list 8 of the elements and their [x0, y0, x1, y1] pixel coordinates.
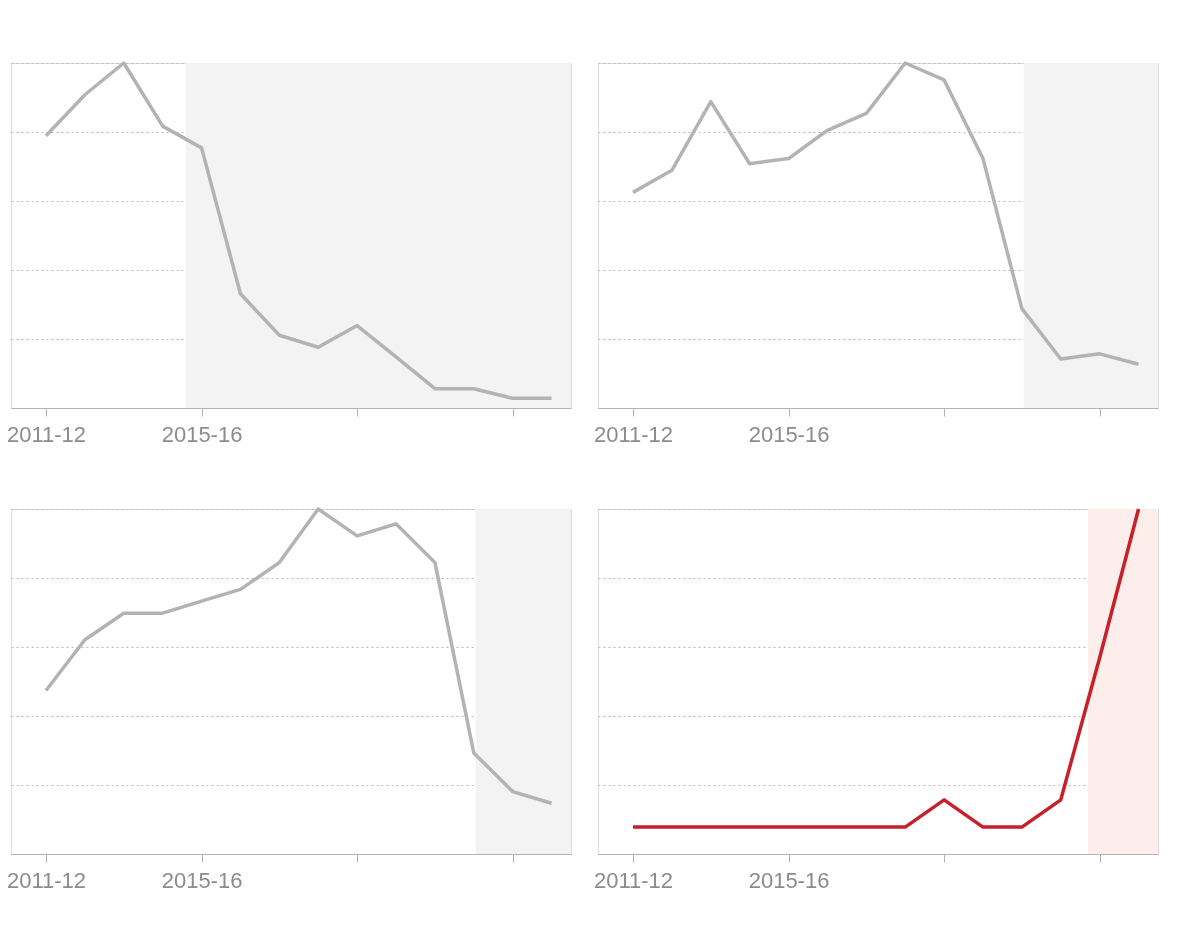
x-tick-label: 2011-12	[6, 867, 87, 893]
x-tick-label: 2011-12	[593, 867, 674, 893]
x-tick-label: 2015-16	[748, 867, 830, 893]
x-tick-label: 2011-12	[6, 421, 87, 447]
x-tick-label: 2015-16	[161, 867, 243, 893]
x-tick-label: 2015-16	[748, 421, 830, 447]
x-tick-label: 2015-16	[161, 421, 243, 447]
x-tick-label: 2011-12	[593, 421, 674, 447]
